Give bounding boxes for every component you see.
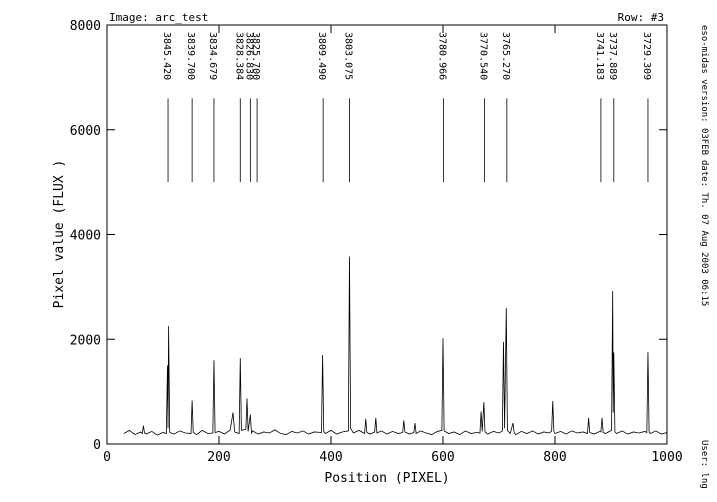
chart-title: Image: arc_test xyxy=(109,11,208,24)
y-tick-label: 6000 xyxy=(70,124,101,139)
y-tick-label: 4000 xyxy=(70,229,101,244)
y-tick-label: 0 xyxy=(93,438,101,453)
footer-version: eso-midas version: 03FEB xyxy=(699,25,709,155)
line-id-label: 3729.309 xyxy=(641,32,652,80)
footer-user: User: lng xyxy=(699,440,709,489)
line-id-label: 3845.420 xyxy=(161,32,172,80)
x-tick-label: 200 xyxy=(207,450,230,465)
line-id-label: 3770.540 xyxy=(477,32,488,80)
line-id-label: 3741.183 xyxy=(594,32,605,80)
line-id-label: 3737.889 xyxy=(607,32,618,80)
line-id-label: 3826.830 xyxy=(243,32,254,80)
x-axis-label: Position (PIXEL) xyxy=(324,471,449,486)
x-tick-label: 800 xyxy=(543,450,566,465)
x-tick-label: 0 xyxy=(103,450,111,465)
x-tick-label: 1000 xyxy=(651,450,682,465)
x-tick-label: 600 xyxy=(431,450,454,465)
line-id-label: 3834.679 xyxy=(207,32,218,80)
line-id-label: 3825.700 xyxy=(250,32,261,80)
x-tick-label: 400 xyxy=(319,450,342,465)
line-id-label: 3765.270 xyxy=(500,32,511,80)
y-tick-label: 8000 xyxy=(70,19,101,34)
footer-date: date: Th. 07 Aug 2003 06:15 xyxy=(699,160,709,306)
line-id-label: 3780.966 xyxy=(437,32,448,80)
y-tick-label: 2000 xyxy=(70,333,101,348)
line-id-label: 3809.490 xyxy=(316,32,327,80)
line-id-label: 3828.384 xyxy=(233,32,244,80)
line-id-label: 3803.075 xyxy=(342,32,353,80)
row-label: Row: #3 xyxy=(618,11,664,24)
plot-frame xyxy=(106,24,668,445)
spectrum-line xyxy=(123,256,668,436)
line-id-label: 3839.700 xyxy=(185,32,196,80)
y-axis-label: Pixel value (FLUX ) xyxy=(52,160,67,309)
